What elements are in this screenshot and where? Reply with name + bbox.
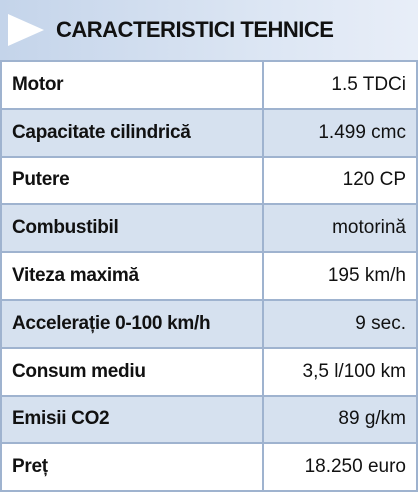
spec-row: Combustibil motorină — [0, 203, 418, 253]
spec-label: Motor — [0, 60, 264, 109]
header-title: CARACTERISTICI TEHNICE — [56, 17, 334, 42]
spec-row: Preț 18.250 euro — [0, 442, 418, 492]
spec-row: Consum mediu 3,5 l/100 km — [0, 346, 418, 396]
spec-label: Putere — [0, 155, 264, 205]
spec-label: Accelerație 0-100 km/h — [0, 298, 264, 348]
spec-value: 9 sec. — [262, 298, 418, 348]
spec-row: Motor 1.5 TDCi — [0, 60, 418, 109]
header: CARACTERISTICI TEHNICE — [0, 0, 418, 60]
spec-row: Capacitate cilindrică 1.499 cmc — [0, 107, 418, 157]
spec-row: Emisii CO2 89 g/km — [0, 394, 418, 444]
spec-row: Putere 120 CP — [0, 155, 418, 205]
spec-value: 89 g/km — [262, 394, 418, 444]
spec-label: Emisii CO2 — [0, 394, 264, 444]
spec-value: 18.250 euro — [262, 442, 418, 492]
spec-row: Viteza maximă 195 km/h — [0, 251, 418, 300]
spec-label: Capacitate cilindrică — [0, 107, 264, 157]
spec-value: 195 km/h — [262, 251, 418, 300]
spec-label: Combustibil — [0, 203, 264, 253]
spec-label: Consum mediu — [0, 346, 264, 396]
header-arrow — [8, 14, 44, 46]
spec-value: 3,5 l/100 km — [262, 346, 418, 396]
spec-label: Viteza maximă — [0, 251, 264, 300]
triangle-icon — [8, 14, 44, 46]
spec-row: Accelerație 0-100 km/h 9 sec. — [0, 298, 418, 348]
spec-value: motorină — [262, 203, 418, 253]
spec-table: Motor 1.5 TDCi Capacitate cilindrică 1.499 … — [0, 60, 418, 492]
spec-value: 1.499 cmc — [262, 107, 418, 157]
spec-label: Preț — [0, 442, 264, 492]
spec-value: 1.5 TDCi — [262, 60, 418, 109]
spec-value: 120 CP — [262, 155, 418, 205]
